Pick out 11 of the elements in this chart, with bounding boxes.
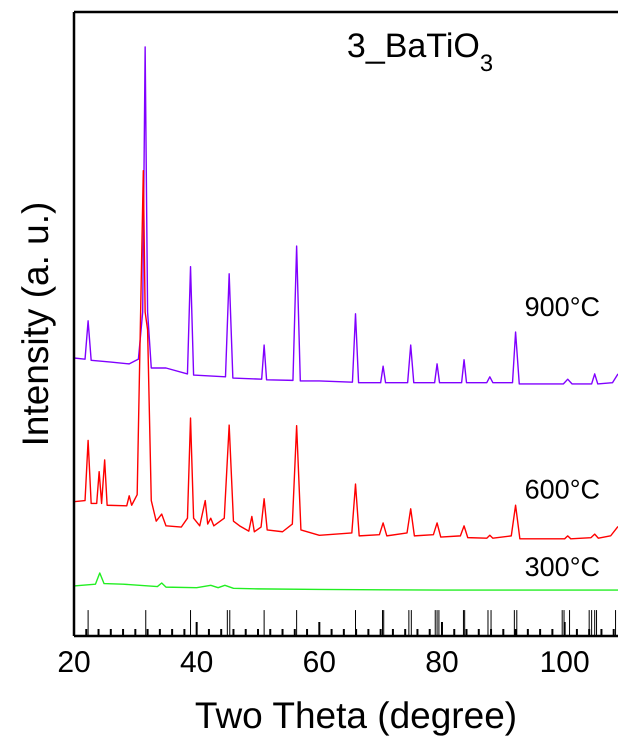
x-tick-label: 100 xyxy=(540,646,590,679)
y-axis-title: Intensity (a. u.) xyxy=(15,202,56,446)
x-axis-title: Two Theta (degree) xyxy=(194,695,518,736)
x-tick-label: 60 xyxy=(302,646,336,679)
series-label: 300°C xyxy=(524,552,600,582)
chart-title: 3_BaTiO$_{3}$ xyxy=(346,27,494,76)
x-tick-label: 40 xyxy=(180,646,214,679)
series-label: 900°C xyxy=(524,292,600,322)
series-label: 600°C xyxy=(524,474,600,504)
x-tick-label: 20 xyxy=(57,646,91,679)
x-tick-label: 80 xyxy=(425,646,459,679)
